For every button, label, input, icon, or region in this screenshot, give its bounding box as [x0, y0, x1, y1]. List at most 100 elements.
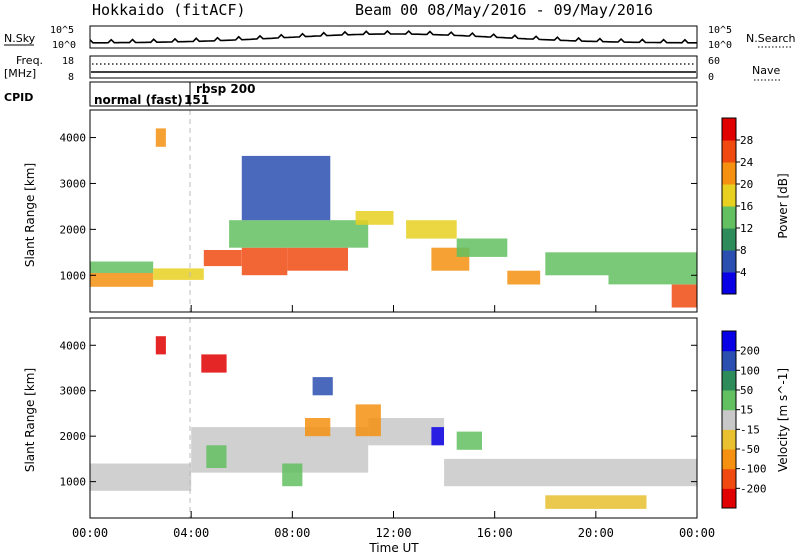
velocity-colorbar-swatch-6	[722, 370, 736, 391]
velocity-colorbar-swatch-4	[722, 409, 736, 430]
velocity-data-region-5	[282, 463, 303, 487]
freq-tick-top: 18	[62, 56, 74, 67]
power-yticks-label-2: 3000	[60, 177, 87, 190]
x-tick-label-2: 08:00	[274, 526, 310, 540]
power-data-region-0	[90, 273, 154, 287]
velocity-yticks-label-2: 3000	[60, 385, 87, 398]
x-tick-label-1: 04:00	[173, 526, 209, 540]
power-cbticks-label-0: 28	[740, 134, 753, 147]
velocity-data-region-4	[206, 445, 227, 468]
power-data-region-8	[355, 211, 394, 225]
power-colorbar-swatch-1	[722, 250, 736, 273]
velocity-data-region-3	[444, 458, 697, 487]
velocity-data-region-11	[155, 336, 166, 355]
velocity-yticks-label-1: 2000	[60, 430, 87, 443]
velocity-data-region-6	[305, 418, 331, 437]
power-cbticks-label-1: 24	[740, 156, 754, 169]
power-data-region-13	[545, 252, 609, 276]
power-colorbar-label: Power [dB]	[776, 173, 790, 238]
power-cbticks-label-4: 12	[740, 222, 753, 235]
nave-tick-top: 60	[708, 56, 720, 67]
nave-tick-bottom: 0	[708, 72, 714, 83]
nsky-label: N.Sky	[4, 32, 36, 45]
power-colorbar-swatch-2	[722, 228, 736, 251]
velocity-ylabel: Slant Range [km]	[23, 368, 37, 472]
velocity-colorbar-swatch-1	[722, 468, 736, 489]
cpid-segment-1: normal (fast)	[94, 93, 183, 107]
velocity-cbticks-label-6: -100	[740, 463, 767, 476]
power-colorbar-swatch-0	[722, 272, 736, 295]
x-axis-label: Time UT	[368, 541, 419, 554]
velocity-data-region-9	[456, 431, 482, 450]
velocity-colorbar-swatch-5	[722, 390, 736, 411]
power-data-region-1	[90, 261, 154, 273]
power-data-region-12	[507, 270, 541, 285]
power-data-region-15	[671, 284, 697, 308]
cpid-panel-frame	[89, 81, 698, 107]
velocity-data-region-10	[201, 354, 227, 373]
x-tick-label-6: 00:00	[679, 526, 715, 540]
velocity-cbticks-label-4: -15	[740, 423, 760, 436]
velocity-colorbar-swatch-2	[722, 449, 736, 470]
velocity-cbticks-label-7: -200	[740, 482, 767, 495]
x-tick-label-4: 16:00	[477, 526, 513, 540]
power-data-region-5	[287, 247, 348, 271]
nsky-line	[89, 29, 697, 44]
nsearch-tick-top: 10^5	[708, 25, 732, 36]
power-colorbar-swatch-7	[722, 118, 736, 141]
power-cbticks-label-6: 4	[740, 266, 747, 279]
nsky-trace	[89, 29, 697, 44]
freq-label-2: [MHz]	[4, 67, 36, 80]
velocity-colorbar	[722, 331, 736, 509]
power-data-region-7	[241, 155, 331, 221]
velocity-yticks-label-3: 4000	[60, 339, 87, 352]
power-colorbar-swatch-3	[722, 206, 736, 229]
velocity-data-region-13	[312, 377, 333, 396]
freq-panel-frame	[89, 55, 698, 79]
power-data-region-3	[203, 250, 242, 267]
power-colorbar	[722, 118, 736, 295]
title-left: Hokkaido (fitACF)	[92, 1, 246, 19]
power-cbticks-label-2: 20	[740, 178, 753, 191]
power-data-region-6	[229, 220, 369, 248]
velocity-yticks-label-0: 1000	[60, 476, 87, 489]
velocity-colorbar-ticks: 200 100 50 15 -15 -50 -100 -200	[736, 345, 767, 495]
power-cbticks-label-5: 8	[740, 244, 747, 257]
nave-label: Nave	[752, 64, 780, 77]
velocity-yticks: 1000 2000 3000 4000	[60, 339, 697, 489]
velocity-data-region-7	[355, 404, 381, 437]
power-yticks-label-3: 4000	[60, 132, 87, 145]
velocity-data-region-0	[90, 463, 192, 491]
nsky-panel-frame	[89, 25, 698, 49]
power-colorbar-swatch-4	[722, 184, 736, 207]
power-data-region-14	[608, 252, 697, 285]
velocity-cbticks-label-2: 50	[740, 384, 753, 397]
power-yticks-label-1: 2000	[60, 223, 87, 236]
power-data	[90, 128, 697, 308]
freq-label-1: Freq.	[16, 54, 43, 67]
power-yticks-label-0: 1000	[60, 269, 87, 282]
velocity-data-region-12	[545, 495, 647, 509]
velocity-colorbar-label: Velocity [m s^-1]	[776, 368, 790, 472]
freq-tick-bottom: 8	[68, 72, 74, 83]
power-colorbar-ticks: 28 24 20 16 12 8 4	[736, 134, 754, 279]
power-colorbar-swatch-6	[722, 140, 736, 163]
power-data-region-9	[406, 220, 457, 239]
velocity-cbticks-label-3: 15	[740, 404, 753, 417]
power-data-region-4	[241, 247, 288, 276]
title-right: Beam 00 08/May/2016 - 09/May/2016	[355, 1, 653, 19]
x-axis-ticks: 00:00 04:00 08:00 12:00 16:00 20:00 00:00	[72, 305, 715, 540]
power-cbticks-label-3: 16	[740, 200, 753, 213]
nsearch-label: N.Search	[746, 32, 796, 45]
cpid-label: CPID	[4, 91, 33, 104]
cpid-segment-3: rbsp 200	[196, 82, 255, 96]
power-data-region-16	[155, 128, 166, 147]
velocity-cbticks-label-5: -50	[740, 443, 760, 456]
velocity-cbticks-label-1: 100	[740, 364, 760, 377]
velocity-colorbar-swatch-0	[722, 488, 736, 509]
velocity-colorbar-swatch-7	[722, 350, 736, 371]
velocity-cbticks-label-0: 200	[740, 345, 760, 358]
nsky-tick-top: 10^5	[50, 25, 74, 36]
power-ylabel: Slant Range [km]	[23, 163, 37, 267]
